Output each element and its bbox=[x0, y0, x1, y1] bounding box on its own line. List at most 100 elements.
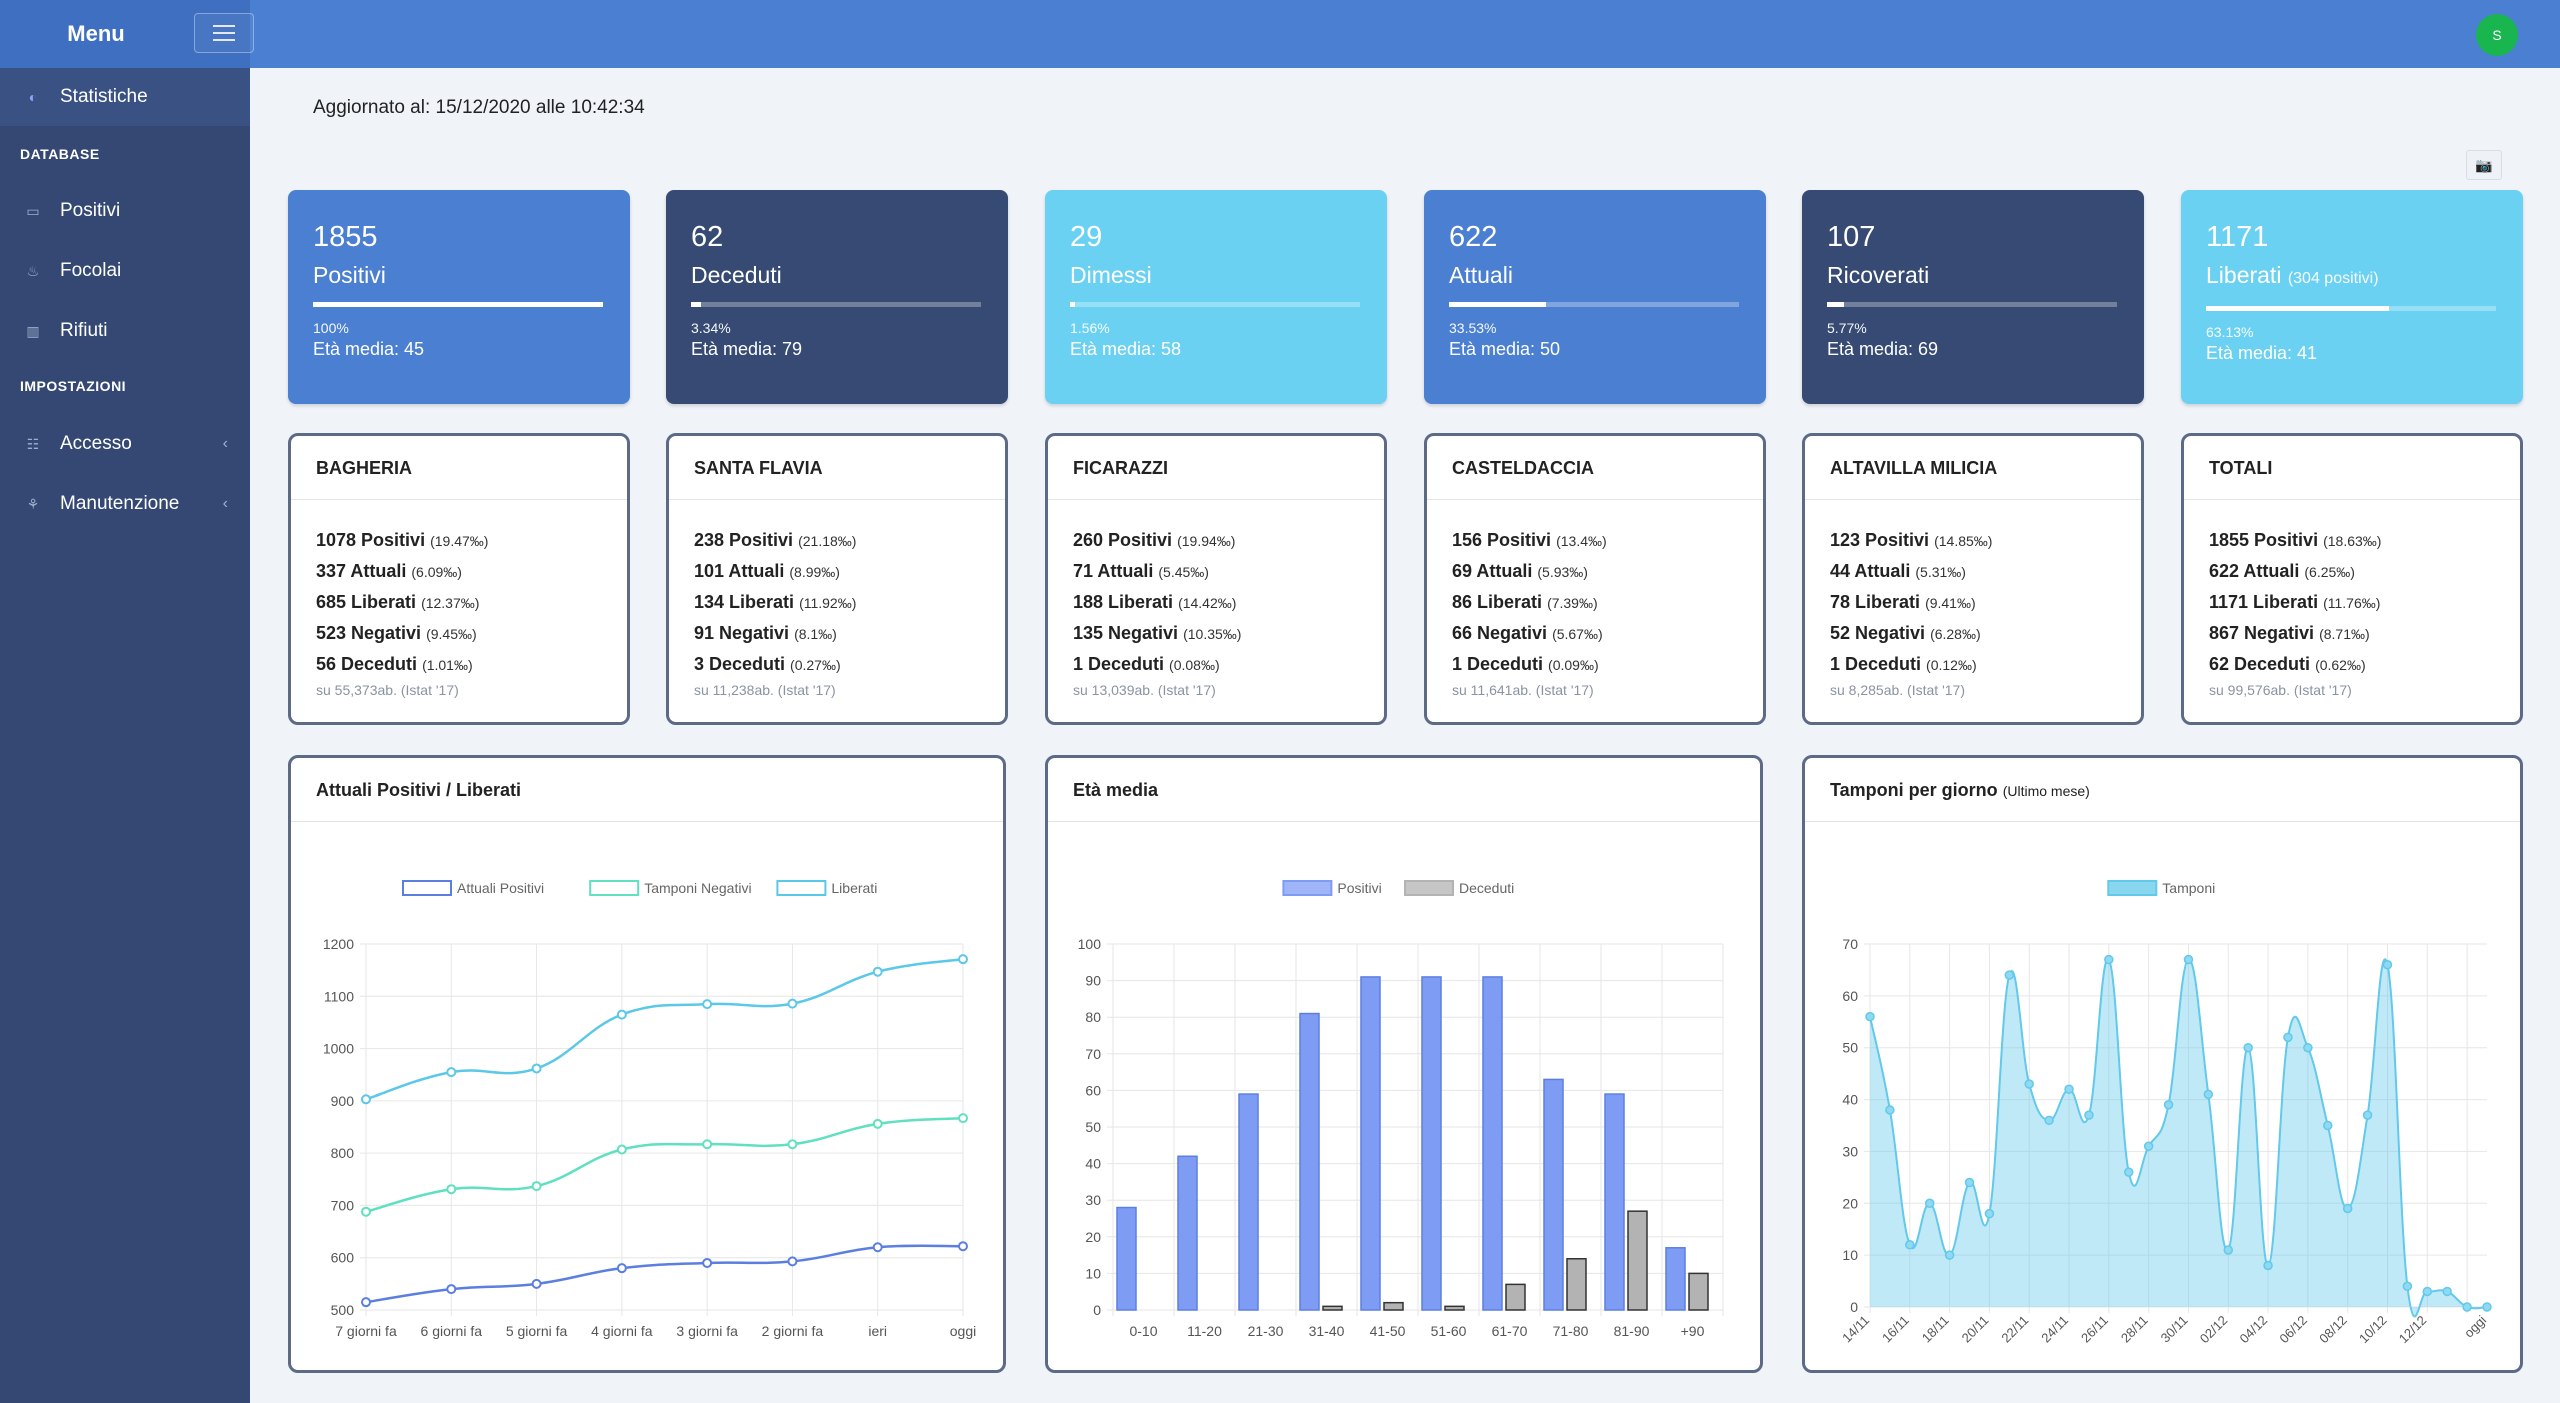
y-tick-label: 40 bbox=[1842, 1092, 1858, 1108]
bar bbox=[1482, 976, 1503, 1311]
town-stat-row: 44 Attuali (5.31‰) bbox=[1830, 561, 1966, 581]
y-tick-label: 700 bbox=[331, 1197, 355, 1213]
x-tick-label: 30/11 bbox=[2158, 1313, 2191, 1346]
stat-percent: 5.77% bbox=[1827, 320, 1867, 336]
chevron-left-icon: ‹ bbox=[222, 435, 228, 452]
y-tick-label: 80 bbox=[1085, 1009, 1101, 1025]
legend-label: Tamponi Negativi bbox=[644, 880, 751, 896]
town-stat-row: 523 Negativi (9.45‰) bbox=[316, 623, 477, 643]
area-fill bbox=[1870, 958, 2487, 1317]
town-stat-row: 156 Positivi (13.4‰) bbox=[1452, 530, 1607, 550]
chart-card-bar: Età media 0 10 20 30 40 50 60 70 80 90 100 0-10 11-2… bbox=[1045, 755, 1763, 1373]
data-point bbox=[1924, 1198, 1935, 1209]
data-point bbox=[2123, 1167, 2134, 1177]
user-avatar[interactable]: S bbox=[2476, 14, 2518, 56]
town-name: ALTAVILLA MILICIA bbox=[1805, 436, 2141, 500]
data-point bbox=[2044, 1115, 2054, 1126]
data-point bbox=[616, 1263, 627, 1274]
stat-sublabel: (304 positivi) bbox=[2287, 270, 2379, 287]
series-line bbox=[365, 1116, 964, 1213]
x-tick-label: 11-20 bbox=[1187, 1323, 1222, 1339]
sidebar-item-statistiche[interactable]: ◐ Statistiche bbox=[0, 68, 250, 126]
x-tick-label: 12/12 bbox=[2396, 1313, 2430, 1347]
camera-icon[interactable]: 📷 bbox=[2466, 150, 2502, 180]
stat-card-positivi: 1855 Positivi 100% Età media: 45 bbox=[288, 190, 630, 404]
y-tick-label: 600 bbox=[331, 1250, 355, 1266]
data-point bbox=[2004, 970, 2015, 980]
stat-card-ricoverati: 107 Ricoverati 5.77% Età media: 69 bbox=[1802, 190, 2144, 404]
town-stat-row: 123 Positivi (14.85‰) bbox=[1830, 530, 1993, 550]
x-tick-label: 51-60 bbox=[1431, 1323, 1467, 1339]
stat-card-deceduti: 62 Deceduti 3.34% Età media: 79 bbox=[666, 190, 1008, 404]
town-stat-row: 91 Negativi (8.1‰) bbox=[694, 623, 837, 643]
data-point bbox=[531, 1278, 542, 1289]
town-stat-row: 1 Deceduti (0.08‰) bbox=[1073, 654, 1220, 674]
x-tick-label: 2 giorni fa bbox=[762, 1323, 824, 1339]
y-tick-label: 0 bbox=[1093, 1302, 1101, 1318]
data-point bbox=[787, 1256, 798, 1267]
sidebar-item-focolai[interactable]: ♨ Focolai bbox=[0, 242, 250, 300]
y-tick-label: 0 bbox=[1850, 1299, 1858, 1315]
x-tick-label: 5 giorni fa bbox=[506, 1323, 568, 1339]
x-tick-label: 08/12 bbox=[2316, 1313, 2350, 1347]
data-point bbox=[2422, 1286, 2433, 1297]
x-tick-label: 26/11 bbox=[2078, 1313, 2111, 1346]
bar-chart: 0 10 20 30 40 50 60 70 80 90 100 0-10 11-20 21-30 31-4… bbox=[1078, 880, 1724, 1339]
legend-label: Attuali Positivi bbox=[457, 880, 544, 896]
bar bbox=[1322, 1305, 1343, 1311]
town-stat-row: 622 Attuali (6.25‰) bbox=[2209, 561, 2355, 581]
legend-swatch bbox=[2107, 880, 2158, 896]
legend-label: Liberati bbox=[831, 880, 877, 896]
stat-progress bbox=[313, 302, 603, 307]
brand-menu-title: Menu bbox=[0, 0, 250, 68]
x-tick-label: 71-80 bbox=[1553, 1323, 1589, 1339]
stat-progress bbox=[691, 302, 981, 307]
legend-label: Positivi bbox=[1337, 880, 1381, 896]
bar bbox=[1116, 1206, 1137, 1311]
sidebar-item-positivi[interactable]: ▭ Positivi bbox=[0, 182, 250, 240]
sidebar-item-rifiuti[interactable]: ▥ Rifiuti bbox=[0, 302, 250, 360]
x-tick-label: 31-40 bbox=[1309, 1323, 1345, 1339]
town-stat-row: 3 Deceduti (0.27‰) bbox=[694, 654, 841, 674]
y-tick-label: 900 bbox=[331, 1093, 355, 1109]
top-bar: Menu S bbox=[0, 0, 2560, 68]
data-point bbox=[2024, 1079, 2034, 1089]
x-tick-label: oggi bbox=[950, 1323, 976, 1339]
data-point bbox=[2243, 1042, 2253, 1053]
sidebar-item-label: Statistiche bbox=[60, 86, 148, 107]
data-point bbox=[2462, 1302, 2472, 1312]
stat-progress bbox=[1827, 302, 2117, 307]
y-tick-label: 40 bbox=[1085, 1156, 1101, 1172]
town-stat-row: 1 Deceduti (0.09‰) bbox=[1452, 654, 1599, 674]
town-population: su 99,576ab. (Istat '17) bbox=[2209, 682, 2352, 698]
sidebar-item-manutenzione[interactable]: ⚘ Manutenzione ‹ bbox=[0, 475, 250, 533]
data-point bbox=[2143, 1141, 2154, 1151]
data-point bbox=[2203, 1089, 2214, 1100]
stat-number: 622 bbox=[1449, 221, 1498, 253]
x-tick-label: 0-10 bbox=[1129, 1323, 1157, 1339]
data-point bbox=[531, 1181, 542, 1192]
bar bbox=[1444, 1305, 1465, 1311]
stat-progress bbox=[1070, 302, 1360, 307]
y-tick-label: 10 bbox=[1085, 1265, 1101, 1281]
bar bbox=[1665, 1247, 1686, 1311]
y-tick-label: 50 bbox=[1842, 1040, 1858, 1056]
y-tick-label: 500 bbox=[331, 1302, 355, 1318]
hamburger-menu-icon[interactable] bbox=[194, 13, 254, 53]
data-point bbox=[2362, 1110, 2373, 1120]
x-tick-label: 61-70 bbox=[1492, 1323, 1528, 1339]
bar bbox=[1604, 1093, 1625, 1311]
stat-number: 29 bbox=[1070, 221, 1103, 253]
data-point bbox=[2163, 1100, 2174, 1110]
data-point bbox=[2183, 954, 2194, 965]
y-tick-label: 70 bbox=[1085, 1046, 1101, 1062]
stat-percent: 63.13% bbox=[2206, 324, 2254, 340]
stat-label: Deceduti bbox=[691, 262, 782, 288]
data-point bbox=[958, 954, 968, 965]
stat-card-attuali: 622 Attuali 33.53% Età media: 50 bbox=[1424, 190, 1766, 404]
data-point bbox=[446, 1184, 457, 1195]
sidebar-item-label: Positivi bbox=[60, 200, 121, 221]
data-point bbox=[616, 1144, 627, 1155]
sidebar-item-accesso[interactable]: ☷ Accesso ‹ bbox=[0, 415, 250, 473]
y-tick-label: 800 bbox=[331, 1145, 355, 1161]
